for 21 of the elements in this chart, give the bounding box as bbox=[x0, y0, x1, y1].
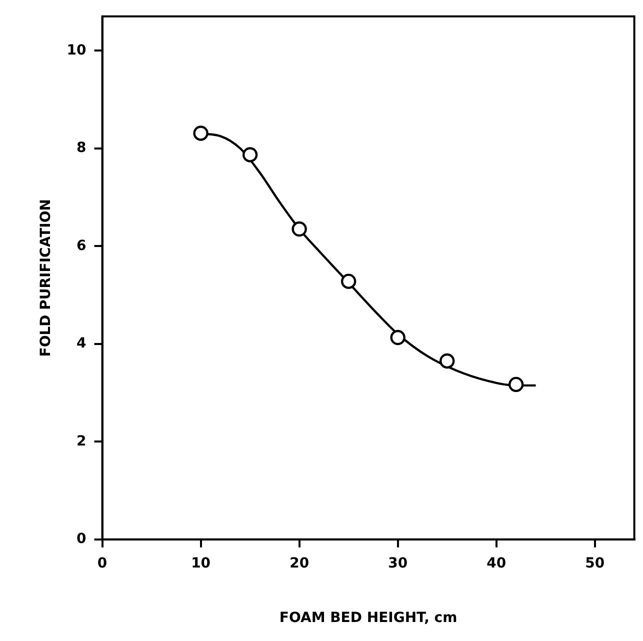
point bbox=[440, 353, 455, 369]
y-tick-label: 2 bbox=[76, 433, 86, 450]
point bbox=[242, 147, 258, 162]
x-tick-label: 0 bbox=[97, 555, 108, 572]
point bbox=[508, 376, 524, 392]
x-tick-label: 40 bbox=[486, 555, 506, 572]
point bbox=[340, 274, 356, 289]
y-tick-label: 0 bbox=[76, 531, 87, 548]
y-tick-label: 6 bbox=[76, 238, 86, 254]
y-tick-label: 4 bbox=[76, 336, 87, 352]
x-tick-label: 10 bbox=[191, 555, 211, 572]
point bbox=[292, 221, 307, 237]
point bbox=[390, 330, 406, 346]
y-tick-label: 8 bbox=[76, 140, 86, 156]
x-axis-title: FOAM BED HEIGHT, cm bbox=[279, 610, 458, 626]
x-tick-label: 50 bbox=[585, 555, 605, 572]
y-tick-label: 10 bbox=[66, 42, 87, 58]
y-axis-title: FOLD PURIFICATION bbox=[38, 199, 54, 357]
x-tick-label: 30 bbox=[388, 555, 408, 572]
x-tick-label: 20 bbox=[290, 555, 310, 572]
point bbox=[193, 126, 208, 141]
